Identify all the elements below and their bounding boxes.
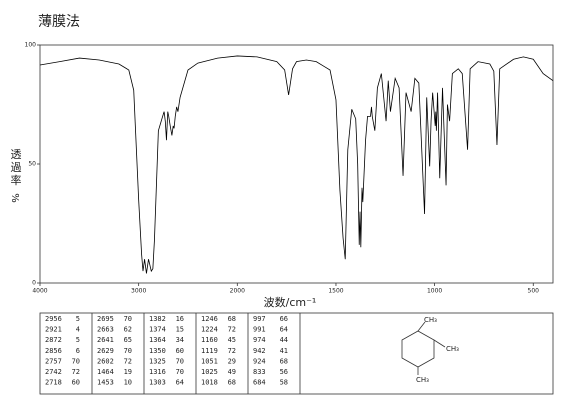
peak-wavenumber: 1303 (149, 379, 166, 387)
peak-wavenumber: 1325 (149, 357, 166, 365)
peak-wavenumber: 974 (253, 336, 266, 344)
peak-wavenumber: 1350 (149, 347, 166, 355)
x-tick-label: 500 (528, 288, 540, 295)
structure-label: CH₃ (446, 345, 459, 353)
peak-transmittance: 64 (280, 326, 288, 334)
peak-wavenumber: 942 (253, 347, 266, 355)
peak-transmittance: 5 (76, 336, 80, 344)
peak-wavenumber: 1464 (97, 368, 114, 376)
plot-frame (39, 44, 554, 284)
peak-transmittance: 72 (72, 368, 80, 376)
peak-wavenumber: 2872 (45, 336, 62, 344)
peak-transmittance: 58 (280, 379, 288, 387)
structure-label: CH₃ (416, 376, 429, 384)
peak-transmittance: 70 (176, 368, 184, 376)
x-tick-label: 1500 (328, 288, 343, 295)
peak-transmittance: 60 (176, 347, 184, 355)
peak-transmittance: 10 (124, 379, 132, 387)
x-tick-label: 2000 (230, 288, 245, 295)
peak-transmittance: 72 (228, 347, 236, 355)
peak-transmittance: 29 (228, 357, 236, 365)
peak-wavenumber: 1160 (201, 336, 218, 344)
peak-transmittance: 68 (228, 315, 236, 323)
ring (401, 330, 435, 368)
peak-transmittance: 72 (124, 357, 132, 365)
peak-transmittance: 64 (176, 379, 184, 387)
x-tick-label: 4000 (32, 288, 47, 295)
peak-wavenumber: 684 (253, 379, 266, 387)
peak-wavenumber: 2629 (97, 347, 114, 355)
peak-wavenumber: 2663 (97, 326, 114, 334)
peak-wavenumber: 2718 (45, 379, 62, 387)
peak-wavenumber: 1374 (149, 326, 166, 334)
peak-transmittance: 72 (228, 326, 236, 334)
peak-transmittance: 70 (124, 347, 132, 355)
peak-wavenumber: 1364 (149, 336, 166, 344)
peak-transmittance: 68 (228, 379, 236, 387)
y-axis-label: 透過率 (9, 148, 22, 187)
peak-wavenumber: 1119 (201, 347, 218, 355)
structure (401, 321, 446, 375)
x-tick-label: 3000 (131, 288, 146, 295)
peak-wavenumber: 1051 (201, 357, 218, 365)
peak-transmittance: 5 (76, 315, 80, 323)
peak-wavenumber: 2602 (97, 357, 114, 365)
peak-wavenumber: 2856 (45, 347, 62, 355)
peak-transmittance: 6 (76, 347, 80, 355)
peak-transmittance: 70 (176, 357, 184, 365)
peak-wavenumber: 2742 (45, 368, 62, 376)
x-tick-label: 1000 (427, 288, 442, 295)
peak-wavenumber: 2641 (97, 336, 114, 344)
peak-wavenumber: 924 (253, 357, 266, 365)
y-tick-label: 100 (25, 42, 37, 49)
peak-transmittance: 70 (124, 315, 132, 323)
peak-wavenumber: 2921 (45, 326, 62, 334)
peak-transmittance: 65 (124, 336, 132, 344)
peak-wavenumber: 991 (253, 326, 266, 334)
y-tick-label: 50 (28, 161, 36, 168)
peak-transmittance: 15 (176, 326, 184, 334)
y-tick-label: 0 (32, 280, 36, 287)
peak-transmittance: 16 (176, 315, 184, 323)
peak-wavenumber: 2757 (45, 357, 62, 365)
peak-transmittance: 49 (228, 368, 236, 376)
spectrum-line (39, 55, 554, 274)
x-axis-label: 波数/cm⁻¹ (264, 296, 317, 309)
peak-table-frame (39, 312, 554, 395)
structure-label: CH₃ (424, 316, 437, 324)
peak-wavenumber: 1246 (201, 315, 218, 323)
peak-transmittance: 62 (124, 326, 132, 334)
peak-transmittance: 45 (228, 336, 236, 344)
peak-transmittance: 68 (280, 357, 288, 365)
bond (417, 321, 426, 332)
peak-wavenumber: 2695 (97, 315, 114, 323)
peak-transmittance: 70 (72, 357, 80, 365)
peak-wavenumber: 1382 (149, 315, 166, 323)
peak-wavenumber: 1453 (97, 379, 114, 387)
peak-wavenumber: 1025 (201, 368, 218, 376)
peak-wavenumber: 1224 (201, 326, 218, 334)
peak-transmittance: 41 (280, 347, 288, 355)
peak-transmittance: 60 (72, 379, 80, 387)
peak-transmittance: 34 (176, 336, 184, 344)
y-axis-unit: % (9, 193, 20, 203)
peak-wavenumber: 997 (253, 315, 266, 323)
peak-wavenumber: 833 (253, 368, 266, 376)
peak-wavenumber: 1316 (149, 368, 166, 376)
peak-transmittance: 19 (124, 368, 132, 376)
chart-title: 薄膜法 (38, 14, 80, 30)
peak-transmittance: 66 (280, 315, 288, 323)
peak-transmittance: 56 (280, 368, 288, 376)
bond (433, 339, 446, 348)
peak-wavenumber: 1018 (201, 379, 218, 387)
peak-transmittance: 4 (76, 326, 80, 334)
peak-transmittance: 44 (280, 336, 288, 344)
peak-wavenumber: 2956 (45, 315, 62, 323)
